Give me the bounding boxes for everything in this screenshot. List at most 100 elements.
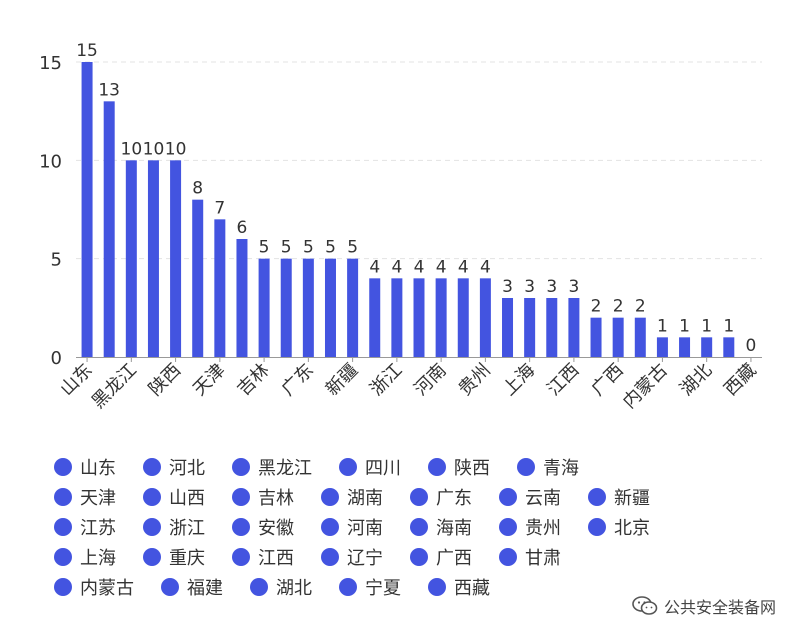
legend-row: 天津 山西 吉林 湖南 广东 云南 新疆 [54, 482, 774, 512]
data-label: 5 [347, 238, 358, 258]
legend-item-西藏[interactable]: 西藏 [428, 574, 490, 600]
legend-item-山东[interactable]: 山东 [54, 454, 116, 480]
bar-云南 [324, 258, 336, 357]
data-label: 3 [568, 277, 579, 297]
legend-label: 辽宁 [347, 548, 383, 569]
legend-item-江西[interactable]: 江西 [232, 544, 294, 570]
legend-label: 重庆 [169, 548, 205, 569]
bar-上海 [524, 298, 536, 357]
legend-item-海南[interactable]: 海南 [410, 514, 472, 540]
data-label: 13 [98, 80, 120, 100]
legend-item-河北[interactable]: 河北 [143, 454, 205, 480]
data-label: 1 [657, 316, 668, 336]
legend-dot-icon [161, 578, 179, 596]
legend-item-重庆[interactable]: 重庆 [143, 544, 205, 570]
legend-item-浙江[interactable]: 浙江 [143, 514, 205, 540]
x-tick-label: 湖北 [676, 360, 716, 400]
data-label: 2 [613, 297, 624, 317]
legend-dot-icon [321, 488, 339, 506]
legend-label: 青海 [543, 458, 579, 479]
data-label: 5 [303, 238, 314, 258]
x-tick-label: 河南 [410, 360, 450, 400]
legend-item-河南[interactable]: 河南 [321, 514, 383, 540]
bar-陕西 [170, 160, 182, 357]
x-tick-label: 江西 [543, 360, 583, 400]
legend-label: 宁夏 [365, 578, 401, 599]
y-axis-ticks: 0 5 10 15 [39, 53, 62, 369]
legend-item-甘肃[interactable]: 甘肃 [499, 544, 561, 570]
legend-label: 内蒙古 [80, 578, 134, 599]
data-label: 6 [237, 218, 248, 238]
legend-dot-icon [499, 488, 517, 506]
legend-label: 贵州 [525, 518, 561, 539]
legend-item-青海[interactable]: 青海 [517, 454, 579, 480]
legend-item-福建[interactable]: 福建 [161, 574, 223, 600]
legend-item-山西[interactable]: 山西 [143, 484, 205, 510]
legend-row: 上海 重庆 江西 辽宁 广西 甘肃 [54, 542, 774, 572]
legend-item-广东[interactable]: 广东 [410, 484, 472, 510]
legend-label: 四川 [365, 458, 401, 479]
bar-河南 [435, 278, 447, 357]
legend-dot-icon [143, 488, 161, 506]
legend-label: 浙江 [169, 518, 205, 539]
legend-dot-icon [410, 518, 428, 536]
y-tick-label: 0 [51, 348, 62, 369]
legend-item-江苏[interactable]: 江苏 [54, 514, 116, 540]
legend-row: 山东 河北 黑龙江 四川 陕西 青海 [54, 452, 774, 482]
data-label: 7 [214, 198, 225, 218]
bar-贵州 [479, 278, 491, 357]
legend-item-吉林[interactable]: 吉林 [232, 484, 294, 510]
bars [81, 62, 735, 357]
legend-dot-icon [588, 518, 606, 536]
bar-内蒙古 [656, 337, 668, 357]
legend-dot-icon [54, 578, 72, 596]
legend-label: 湖北 [276, 578, 312, 599]
legend-item-内蒙古[interactable]: 内蒙古 [54, 574, 134, 600]
data-label: 4 [436, 257, 447, 277]
legend-item-广西[interactable]: 广西 [410, 544, 472, 570]
legend-label: 福建 [187, 578, 223, 599]
legend-item-安徽[interactable]: 安徽 [232, 514, 294, 540]
legend-item-贵州[interactable]: 贵州 [499, 514, 561, 540]
legend-item-新疆[interactable]: 新疆 [588, 484, 650, 510]
bar-新疆 [347, 258, 359, 357]
legend-item-天津[interactable]: 天津 [54, 484, 116, 510]
legend-item-湖南[interactable]: 湖南 [321, 484, 383, 510]
legend-item-云南[interactable]: 云南 [499, 484, 561, 510]
legend-row: 江苏 浙江 安徽 河南 海南 贵州 北京 [54, 512, 774, 542]
watermark-text: 公共安全装备网 [663, 598, 776, 617]
x-tick-label: 吉林 [233, 360, 273, 400]
watermark: 公共安全装备网 [632, 594, 776, 618]
data-label: 3 [502, 277, 513, 297]
bar-吉林 [258, 258, 270, 357]
legend-dot-icon [588, 488, 606, 506]
legend-item-湖北[interactable]: 湖北 [250, 574, 312, 600]
bar-黑龙江 [125, 160, 137, 357]
data-label: 1 [701, 316, 712, 336]
legend-label: 陕西 [454, 458, 490, 479]
data-label: 3 [546, 277, 557, 297]
legend-dot-icon [339, 458, 357, 476]
legend-dot-icon [250, 578, 268, 596]
legend-item-辽宁[interactable]: 辽宁 [321, 544, 383, 570]
legend-item-陕西[interactable]: 陕西 [428, 454, 490, 480]
x-tick-label: 上海 [499, 360, 539, 400]
legend-dot-icon [428, 458, 446, 476]
legend-item-宁夏[interactable]: 宁夏 [339, 574, 401, 600]
data-label: 0 [746, 336, 757, 356]
bar-重庆 [546, 298, 558, 357]
legend-dot-icon [54, 518, 72, 536]
legend-item-上海[interactable]: 上海 [54, 544, 116, 570]
legend-label: 北京 [614, 518, 650, 539]
x-tick-label: 贵州 [455, 360, 495, 400]
x-tick-label: 黑龙江 [88, 360, 141, 413]
y-tick-label: 15 [39, 53, 62, 74]
legend-label: 江苏 [80, 518, 116, 539]
legend-item-四川[interactable]: 四川 [339, 454, 401, 480]
legend-dot-icon [339, 578, 357, 596]
legend-item-黑龙江[interactable]: 黑龙江 [232, 454, 312, 480]
bar-青海 [192, 199, 204, 357]
legend-item-北京[interactable]: 北京 [588, 514, 650, 540]
data-label: 10 [165, 139, 187, 159]
